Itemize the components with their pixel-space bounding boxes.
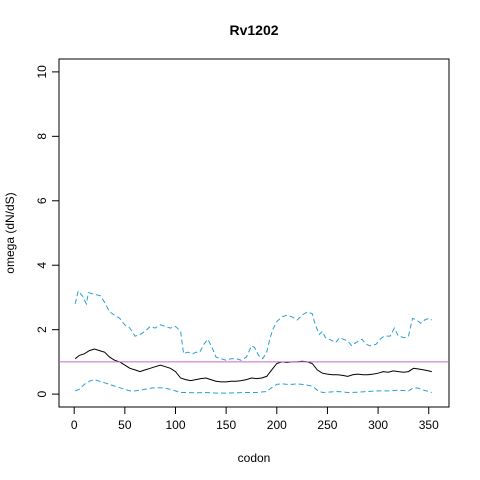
- x-tick-label: 0: [71, 418, 78, 432]
- x-tick-label: 350: [419, 418, 439, 432]
- y-tick-label: 2: [35, 326, 49, 333]
- y-axis-label: omega (dN/dS): [3, 192, 17, 273]
- x-tick-label: 100: [165, 418, 185, 432]
- chart-title: Rv1202: [229, 22, 278, 38]
- y-tick-label: 6: [35, 197, 49, 204]
- upper-bound-series: [74, 289, 433, 361]
- x-tick-label: 250: [317, 418, 337, 432]
- x-tick-label: 50: [118, 418, 132, 432]
- plot-frame: [58, 58, 450, 408]
- y-axis: 0 2 4 6 8 10: [35, 65, 60, 397]
- omega-estimate-series: [74, 348, 432, 383]
- x-tick-label: 300: [368, 418, 388, 432]
- series-layer: [74, 289, 433, 394]
- lower-bound-series: [75, 379, 432, 394]
- y-tick-label: 10: [35, 65, 49, 79]
- x-axis-label: codon: [238, 451, 271, 465]
- y-tick-label: 0: [35, 390, 49, 397]
- x-tick-label: 150: [216, 418, 236, 432]
- y-tick-label: 8: [35, 133, 49, 140]
- y-tick-label: 4: [35, 262, 49, 269]
- x-axis: 0 50 100 150 200 250 300 350: [71, 406, 439, 432]
- x-tick-label: 200: [267, 418, 287, 432]
